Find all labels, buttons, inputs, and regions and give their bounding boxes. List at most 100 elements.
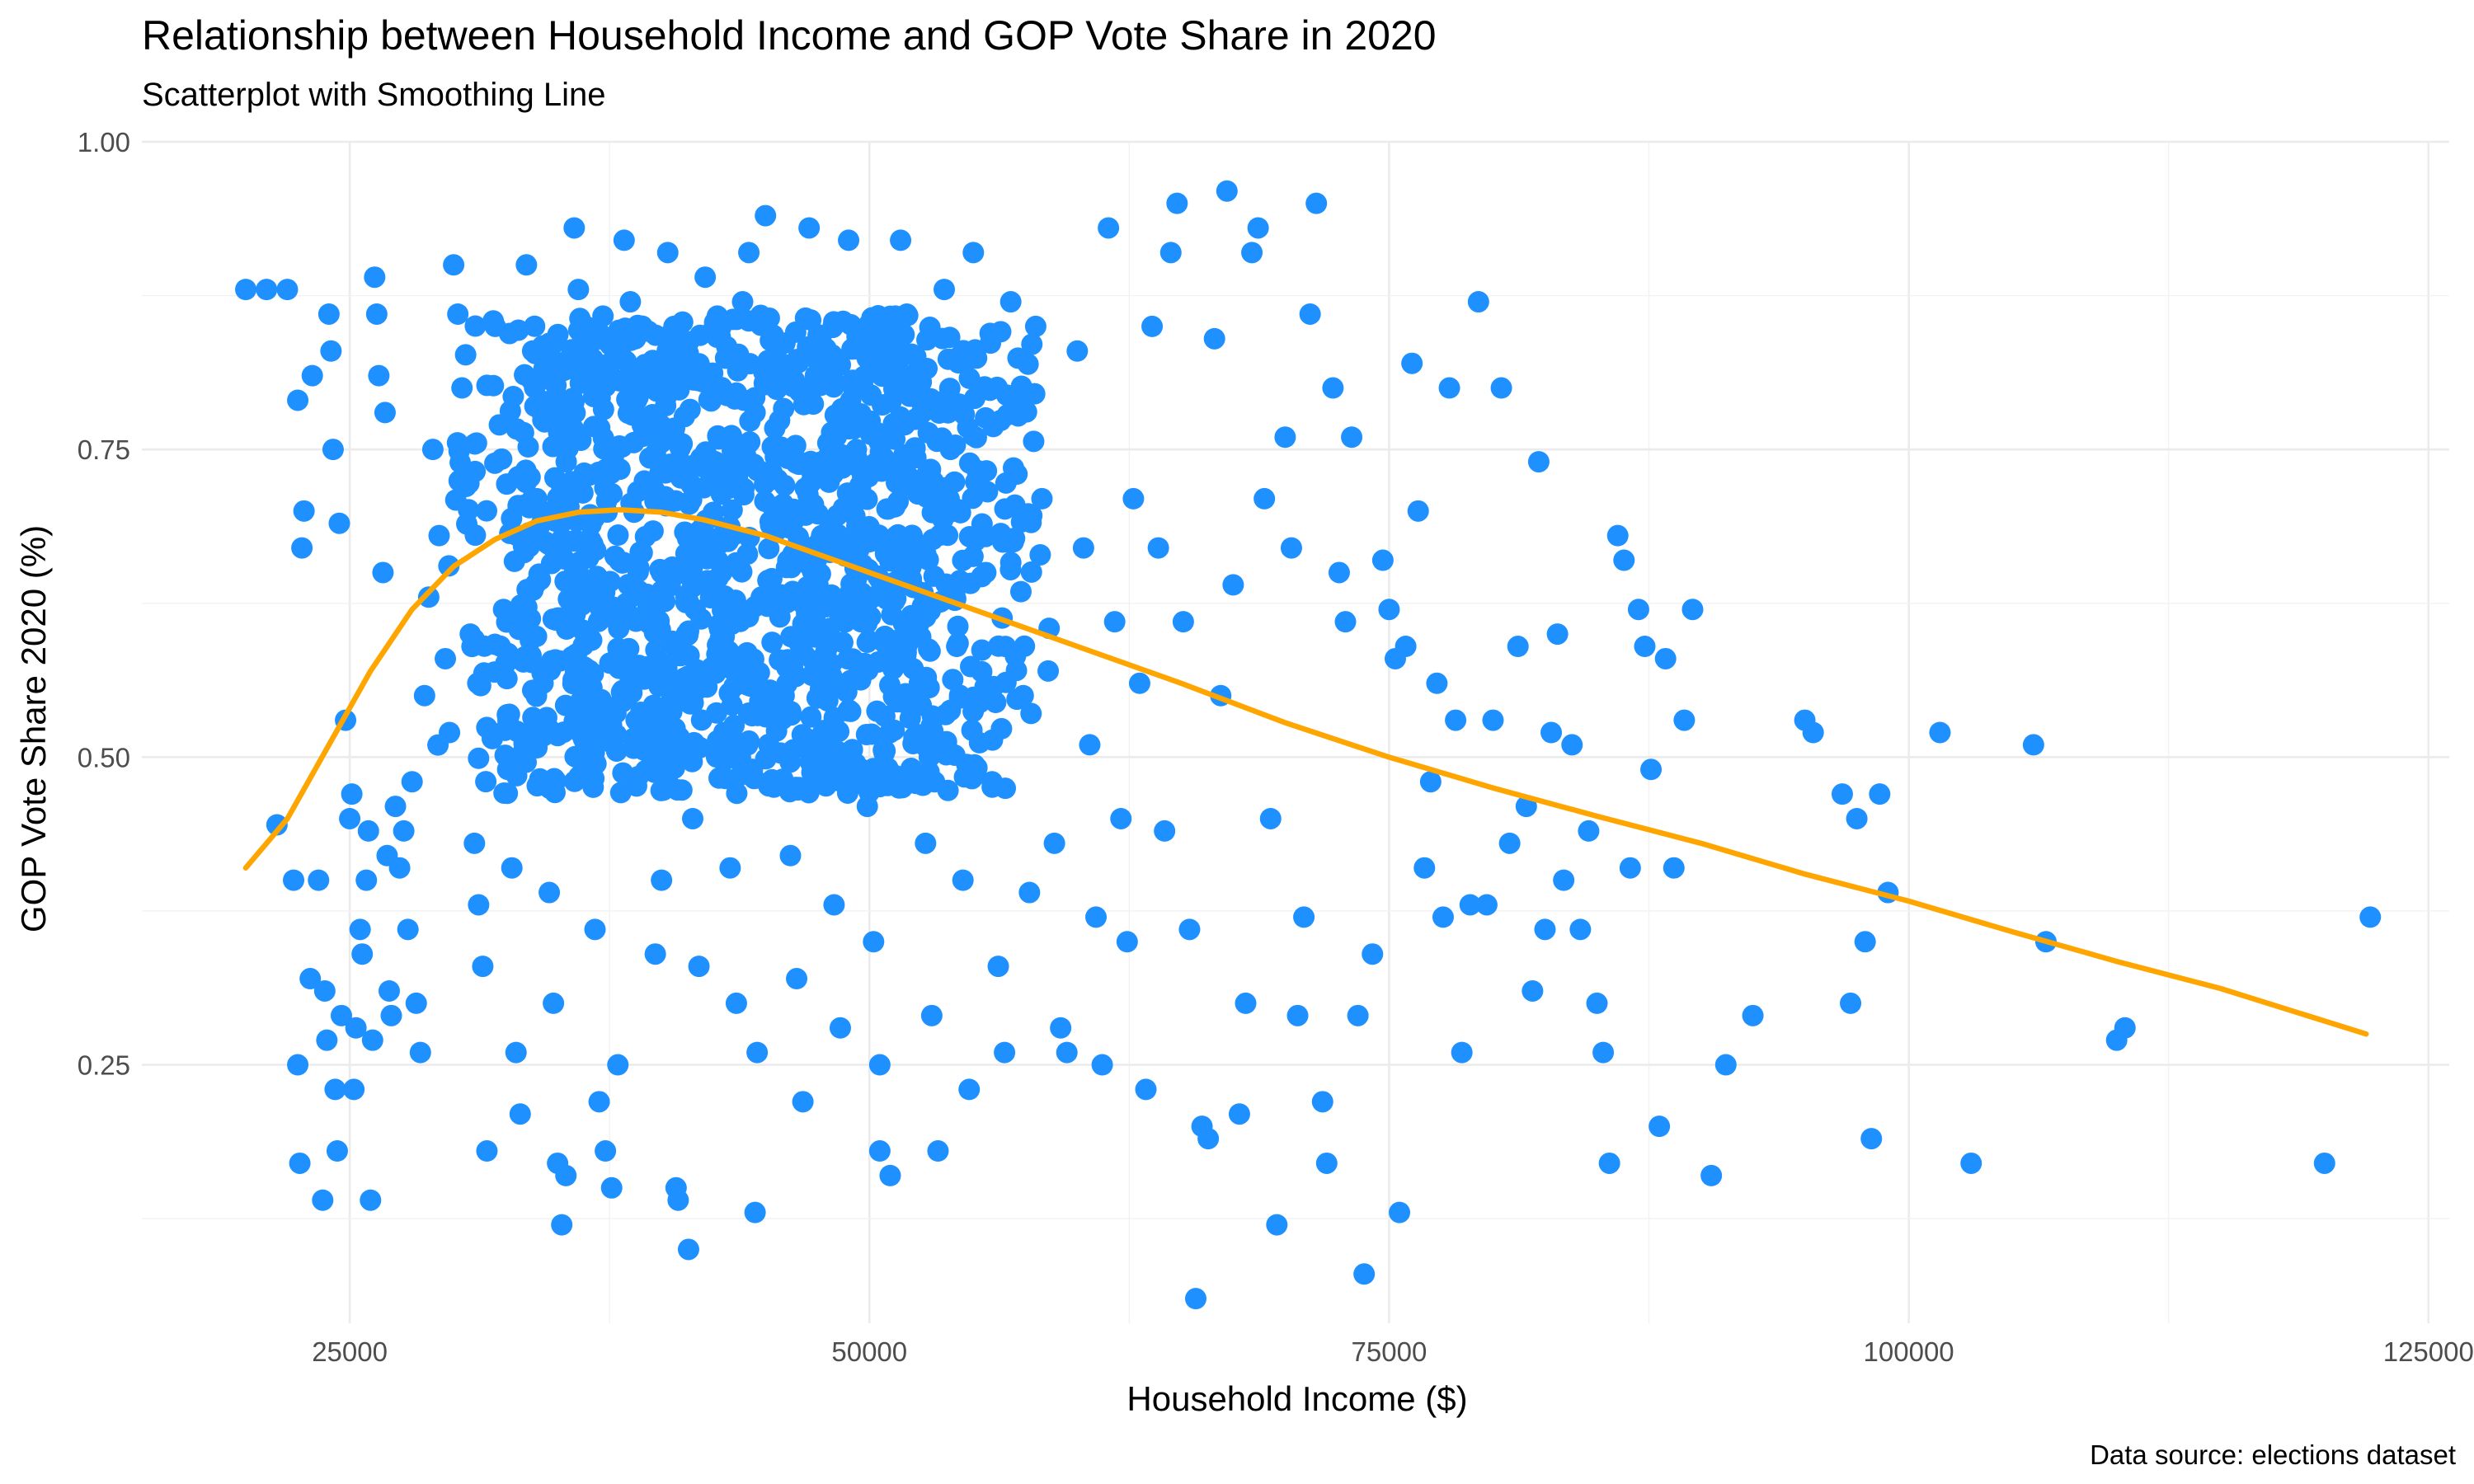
scatter-point bbox=[786, 968, 808, 990]
scatter-point bbox=[921, 705, 943, 727]
scatter-point bbox=[562, 391, 585, 413]
scatter-point bbox=[539, 881, 561, 904]
scatter-point bbox=[931, 327, 953, 350]
scatter-point bbox=[482, 374, 505, 397]
scatter-point bbox=[785, 665, 807, 688]
scatter-point bbox=[663, 757, 685, 779]
scatter-point bbox=[1619, 857, 1641, 879]
scatter-point bbox=[663, 315, 685, 337]
scatter-point bbox=[551, 1214, 573, 1236]
scatter-point bbox=[864, 452, 887, 474]
scatter-point bbox=[1362, 943, 1384, 965]
scatter-point bbox=[889, 406, 911, 428]
scatter-point bbox=[792, 1091, 814, 1113]
scatter-point bbox=[909, 404, 931, 426]
scatter-point bbox=[388, 857, 411, 879]
scatter-point bbox=[943, 471, 966, 493]
scatter-point bbox=[798, 555, 821, 577]
scatter-point bbox=[826, 421, 849, 444]
scatter-point bbox=[355, 869, 378, 891]
scatter-point bbox=[361, 1029, 383, 1051]
scatter-point bbox=[679, 398, 701, 420]
scatter-point bbox=[322, 439, 344, 461]
scatter-point bbox=[520, 644, 542, 666]
scatter-point bbox=[761, 768, 783, 791]
scatter-point bbox=[669, 451, 691, 473]
scatter-point bbox=[1012, 684, 1034, 707]
scatter-point bbox=[1159, 242, 1182, 264]
scatter-point bbox=[855, 723, 877, 745]
scatter-point bbox=[609, 550, 631, 572]
scatter-point bbox=[1135, 1078, 1157, 1101]
scatter-point bbox=[507, 319, 529, 341]
scatter-point bbox=[863, 931, 885, 953]
scatter-point bbox=[547, 725, 569, 747]
scatter-point bbox=[496, 668, 518, 690]
scatter-point bbox=[1031, 487, 1053, 510]
scatter-point bbox=[1056, 1041, 1078, 1064]
scatter-point bbox=[1228, 1103, 1250, 1125]
scatter-point bbox=[1103, 611, 1126, 633]
x-axis-title: Household Income ($) bbox=[1126, 1379, 1467, 1418]
scatter-point bbox=[630, 702, 652, 724]
scatter-point bbox=[543, 467, 566, 489]
scatter-point bbox=[532, 672, 554, 694]
scatter-point bbox=[484, 315, 506, 337]
scatter-point bbox=[576, 537, 598, 559]
scatter-point bbox=[1185, 1288, 1207, 1310]
scatter-point bbox=[764, 417, 786, 439]
y-tick-label: 0.25 bbox=[78, 1050, 130, 1081]
scatter-point bbox=[807, 770, 830, 792]
scatter-point bbox=[1253, 487, 1276, 510]
scatter-point bbox=[235, 279, 257, 301]
scatter-point bbox=[883, 548, 905, 571]
scatter-point bbox=[794, 477, 816, 500]
scatter-point bbox=[703, 450, 726, 472]
scatter-point bbox=[579, 747, 601, 769]
scatter-point bbox=[1553, 869, 1575, 891]
scatter-point bbox=[551, 528, 573, 550]
scatter-point bbox=[999, 291, 1022, 313]
scatter-point bbox=[995, 384, 1018, 406]
x-tick-label: 25000 bbox=[312, 1336, 388, 1367]
scatter-point bbox=[1586, 992, 1608, 1014]
scatter-point bbox=[858, 629, 880, 651]
scatter-point bbox=[874, 740, 896, 762]
scatter-point bbox=[1259, 807, 1282, 829]
scatter-point bbox=[773, 684, 795, 707]
scatter-point bbox=[828, 770, 850, 792]
scatter-point bbox=[468, 894, 490, 916]
scatter-point bbox=[326, 1140, 348, 1162]
scatter-point bbox=[1280, 537, 1302, 559]
scatter-point bbox=[1802, 721, 1824, 744]
scatter-point bbox=[1066, 340, 1089, 362]
scatter-point bbox=[561, 646, 583, 668]
scatter-point bbox=[722, 439, 744, 462]
scatter-point bbox=[694, 266, 717, 289]
scatter-point bbox=[1490, 377, 1512, 399]
scatter-point bbox=[637, 607, 660, 629]
scatter-point bbox=[975, 561, 997, 584]
scatter-point bbox=[920, 1004, 943, 1026]
scatter-point bbox=[632, 586, 654, 608]
scatter-points bbox=[235, 180, 2382, 1310]
scatter-point bbox=[1475, 894, 1498, 916]
scatter-point bbox=[838, 699, 860, 721]
scatter-point bbox=[822, 376, 844, 398]
scatter-point bbox=[594, 581, 616, 603]
scatter-point bbox=[541, 334, 563, 356]
scatter-point bbox=[1286, 1004, 1309, 1026]
scatter-point bbox=[987, 956, 1009, 978]
scatter-point bbox=[1029, 543, 1051, 566]
scatter-point bbox=[1960, 1152, 1982, 1174]
scatter-point bbox=[357, 819, 379, 842]
scatter-point bbox=[1079, 734, 1101, 756]
scatter-point bbox=[1700, 1164, 1723, 1186]
scatter-point bbox=[301, 364, 323, 387]
scatter-point bbox=[1141, 315, 1164, 337]
scatter-point bbox=[1178, 918, 1201, 941]
scatter-point bbox=[769, 359, 792, 381]
scatter-point bbox=[256, 279, 278, 301]
scatter-point bbox=[736, 543, 759, 566]
scatter-point bbox=[800, 706, 822, 728]
